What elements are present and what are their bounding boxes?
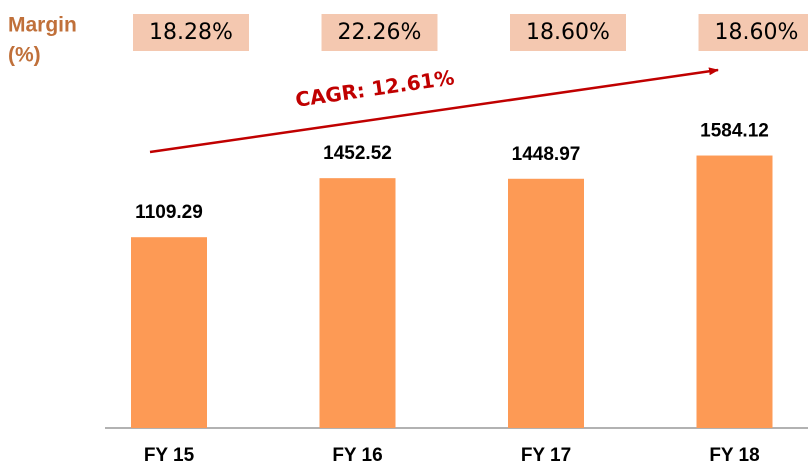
margin-box	[510, 14, 626, 51]
value-label: 1109.29	[135, 202, 203, 223]
cagr-arrow	[149, 67, 719, 154]
x-tick-label: FY 16	[332, 445, 382, 466]
margin-label: 18.60%	[526, 20, 610, 45]
margin-label: 22.26%	[338, 20, 422, 45]
margin-label: 18.28%	[149, 20, 233, 45]
x-tick-label: FY 17	[521, 445, 571, 466]
margin-box	[133, 14, 249, 51]
margin-label: Margin	[8, 14, 77, 37]
x-tick-label: FY 18	[709, 445, 759, 466]
bar	[131, 237, 207, 428]
margin-label: 18.60%	[715, 20, 799, 45]
value-label: 1452.52	[323, 143, 392, 164]
x-tick-label: FY 15	[144, 445, 195, 466]
value-label: 1448.97	[512, 144, 581, 165]
value-label: 1584.12	[700, 121, 769, 142]
bar	[319, 178, 396, 428]
bar	[696, 155, 773, 428]
margin-label: (%)	[8, 44, 41, 67]
margin-box	[321, 14, 438, 51]
cagr-label: CAGR: 12.61%	[294, 65, 456, 112]
margin-box	[698, 14, 808, 51]
bar	[508, 178, 584, 428]
